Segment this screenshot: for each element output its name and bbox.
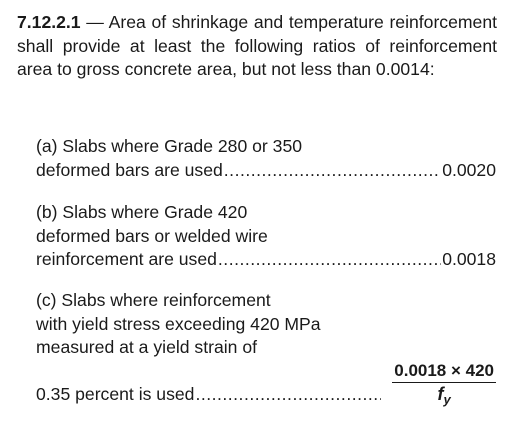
item-b-last-line: reinforcement are used — [36, 249, 217, 269]
item-a-line-1: (a) Slabs where Grade 280 or 350 — [36, 136, 303, 156]
item-c-dot-leader — [195, 383, 381, 407]
item-c-line-3: measured at a yield strain of — [36, 337, 258, 357]
item-c-fraction: 0.0018 × 420 fy — [392, 360, 496, 411]
clause-text: Area of shrinkage and temperature reinfo… — [17, 12, 498, 79]
item-b-dot-leader — [218, 248, 441, 272]
item-c-line-2: with yield stress exceeding 420 MPa — [36, 313, 321, 334]
item-b-leader-line: reinforcement are used 0.0018 — [36, 248, 496, 272]
item-c-leader-line: 0.35 percent is used 0.0018 × 420 fy — [36, 361, 496, 411]
clause-dash: — — [86, 12, 104, 32]
item-a-leader-line: deformed bars are used 0.0020 — [36, 159, 496, 183]
clause-number: 7.12.2.1 — [17, 12, 81, 32]
item-b-line-1: (b) Slabs where Grade 420 — [36, 202, 248, 222]
item-b-line-2: deformed bars or welded wire — [36, 225, 268, 246]
item-a-value: 0.0020 — [442, 159, 496, 180]
fraction-numerator: 0.0018 × 420 — [392, 360, 496, 383]
item-a-dot-leader — [224, 159, 441, 183]
item-a-last-line: deformed bars are used — [36, 159, 223, 180]
item-a: (a) Slabs where Grade 280 or 350 deforme… — [36, 135, 496, 182]
item-b: (b) Slabs where Grade 420 deformed bars … — [36, 201, 496, 272]
item-c-last-line: 0.35 percent is used — [36, 384, 195, 405]
denominator-symbol: f — [437, 383, 444, 404]
clause-7-12-2-1: 7.12.2.1 — Area of shrinkage and tempera… — [17, 11, 497, 82]
item-b-value: 0.0018 — [442, 249, 496, 269]
fraction-denominator: fy — [438, 383, 451, 411]
denominator-subscript: y — [443, 391, 451, 407]
item-c: (c) Slabs where reinforcement with yield… — [36, 289, 496, 411]
item-c-line-1: (c) Slabs where reinforcement — [36, 290, 271, 310]
